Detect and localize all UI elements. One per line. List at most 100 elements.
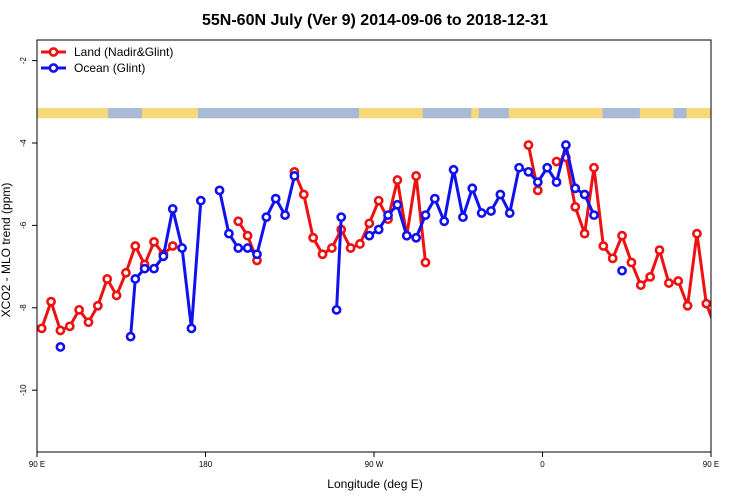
band-ocean — [478, 107, 509, 119]
data-point — [411, 171, 422, 181]
data-point — [579, 228, 590, 239]
band-ocean — [108, 107, 142, 119]
data-point — [392, 199, 403, 210]
x-tick-label: 0 — [540, 460, 545, 469]
data-point — [139, 263, 150, 274]
data-point — [242, 243, 253, 253]
data-point — [645, 271, 656, 282]
data-point — [186, 323, 197, 334]
data-point — [504, 208, 515, 218]
series-ocean — [55, 140, 738, 352]
data-point — [317, 249, 328, 260]
data-point — [617, 265, 627, 276]
data-point — [167, 204, 178, 214]
data-point — [495, 189, 506, 200]
data-point — [64, 321, 75, 332]
data-point — [55, 325, 66, 336]
data-point — [373, 195, 384, 206]
data-point — [233, 243, 244, 253]
data-point — [598, 241, 609, 251]
data-point — [177, 243, 187, 253]
data-point — [701, 298, 711, 309]
data-point — [721, 298, 728, 305]
data-point — [589, 162, 599, 173]
x-tick-label: 90 E — [29, 460, 45, 469]
legend-marker — [48, 63, 59, 73]
data-point — [326, 243, 337, 253]
y-tick-label: -8 — [19, 304, 28, 312]
data-point — [420, 210, 431, 220]
data-point — [458, 212, 468, 223]
data-point — [83, 317, 94, 328]
data-point — [551, 177, 562, 188]
series-line — [555, 155, 711, 321]
data-point — [570, 201, 581, 212]
data-point — [411, 232, 422, 243]
x-axis-label: Longitude (deg E) — [327, 477, 422, 491]
data-point — [158, 251, 169, 262]
data-point — [420, 257, 431, 268]
data-point — [261, 212, 272, 223]
land-mask-band — [37, 107, 711, 119]
legend-marker — [48, 47, 59, 57]
x-tick-label: 90 E — [703, 460, 719, 469]
data-point — [429, 193, 440, 204]
data-point — [570, 183, 581, 194]
data-point — [523, 140, 534, 150]
data-point — [298, 189, 309, 200]
data-point — [364, 218, 375, 229]
data-point — [224, 228, 234, 239]
legend-label: Land (Nadir&Glint) — [74, 45, 173, 59]
data-point — [682, 300, 693, 311]
data-point — [635, 280, 646, 291]
series-line — [335, 217, 343, 310]
data-point — [37, 323, 47, 334]
data-point — [467, 183, 478, 194]
data-point — [233, 216, 244, 227]
legend-label: Ocean (Glint) — [74, 61, 145, 75]
axis-ticks: 90 E 180 90 W 0 90 E -10 -8 -6 -4 -2 — [19, 56, 719, 469]
data-point — [626, 257, 637, 268]
data-point — [476, 208, 487, 218]
y-axis-label: XCO2 - MLO trend (ppm) — [0, 183, 13, 318]
data-point — [214, 185, 225, 196]
data-point — [731, 343, 738, 350]
data-point — [710, 326, 711, 330]
data-point — [195, 195, 206, 206]
data-point — [448, 164, 459, 175]
x-tick-label: 180 — [199, 460, 213, 469]
data-point — [523, 166, 534, 177]
y-tick-label: -2 — [19, 56, 28, 64]
data-point — [654, 245, 665, 256]
data-point — [551, 156, 562, 167]
data-point — [280, 210, 290, 220]
data-point — [532, 177, 543, 188]
band-ocean — [198, 107, 360, 119]
data-point — [55, 342, 66, 352]
band-ocean — [673, 107, 687, 119]
data-point — [46, 296, 56, 307]
data-point — [383, 210, 393, 220]
data-point — [121, 267, 131, 278]
data-point — [731, 327, 738, 334]
chart-title: 55N-60N July (Ver 9) 2014-09-06 to 2018-… — [202, 12, 548, 29]
data-point — [514, 162, 524, 173]
plot-frame — [36, 39, 712, 453]
data-point — [561, 140, 571, 150]
data-point — [242, 230, 253, 241]
series-line — [293, 171, 427, 263]
data-point — [270, 193, 281, 204]
data-point — [308, 232, 319, 243]
data-point — [125, 331, 136, 342]
data-point — [74, 304, 85, 315]
data-point — [607, 253, 618, 264]
band-ocean — [602, 107, 640, 119]
y-tick-label: -6 — [19, 221, 28, 229]
data-point — [740, 323, 747, 330]
data-point — [130, 274, 141, 284]
data-point — [542, 162, 553, 173]
data-point — [167, 241, 178, 251]
data-point — [289, 171, 300, 181]
data-point — [663, 278, 674, 288]
